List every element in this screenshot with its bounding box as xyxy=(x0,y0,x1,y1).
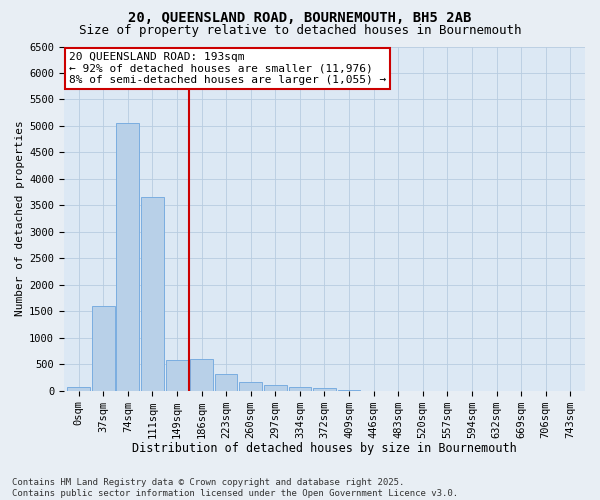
Bar xyxy=(239,382,262,390)
X-axis label: Distribution of detached houses by size in Bournemouth: Distribution of detached houses by size … xyxy=(132,442,517,455)
Bar xyxy=(190,359,213,390)
Text: Contains HM Land Registry data © Crown copyright and database right 2025.
Contai: Contains HM Land Registry data © Crown c… xyxy=(12,478,458,498)
Bar xyxy=(141,198,164,390)
Bar xyxy=(67,387,90,390)
Text: Size of property relative to detached houses in Bournemouth: Size of property relative to detached ho… xyxy=(79,24,521,37)
Bar xyxy=(264,384,287,390)
Text: 20 QUEENSLAND ROAD: 193sqm
← 92% of detached houses are smaller (11,976)
8% of s: 20 QUEENSLAND ROAD: 193sqm ← 92% of deta… xyxy=(69,52,386,85)
Bar xyxy=(289,386,311,390)
Y-axis label: Number of detached properties: Number of detached properties xyxy=(15,120,25,316)
Bar xyxy=(215,374,238,390)
Bar xyxy=(92,306,115,390)
Bar xyxy=(313,388,336,390)
Text: 20, QUEENSLAND ROAD, BOURNEMOUTH, BH5 2AB: 20, QUEENSLAND ROAD, BOURNEMOUTH, BH5 2A… xyxy=(128,11,472,25)
Bar xyxy=(116,124,139,390)
Bar xyxy=(166,360,188,390)
